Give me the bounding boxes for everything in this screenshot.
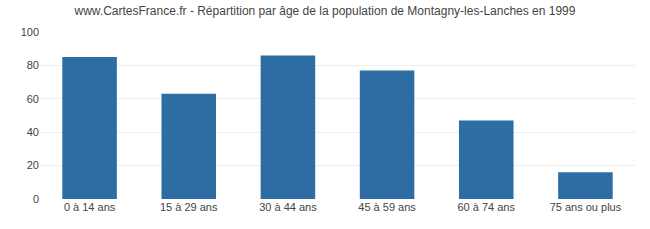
svg-text:60 à 74 ans: 60 à 74 ans [458,201,516,213]
svg-text:75 ans ou plus: 75 ans ou plus [550,201,622,213]
svg-text:45 à 59 ans: 45 à 59 ans [358,201,416,213]
svg-text:80: 80 [27,59,39,71]
svg-text:www.CartesFrance.fr - Répartit: www.CartesFrance.fr - Répartition par âg… [74,4,576,18]
svg-text:0 à 14 ans: 0 à 14 ans [64,201,116,213]
svg-text:0: 0 [33,193,39,205]
svg-text:15 à 29 ans: 15 à 29 ans [160,201,218,213]
svg-text:60: 60 [27,93,39,105]
svg-text:100: 100 [21,26,39,38]
svg-text:20: 20 [27,159,39,171]
svg-text:40: 40 [27,126,39,138]
svg-text:30 à 44 ans: 30 à 44 ans [259,201,317,213]
